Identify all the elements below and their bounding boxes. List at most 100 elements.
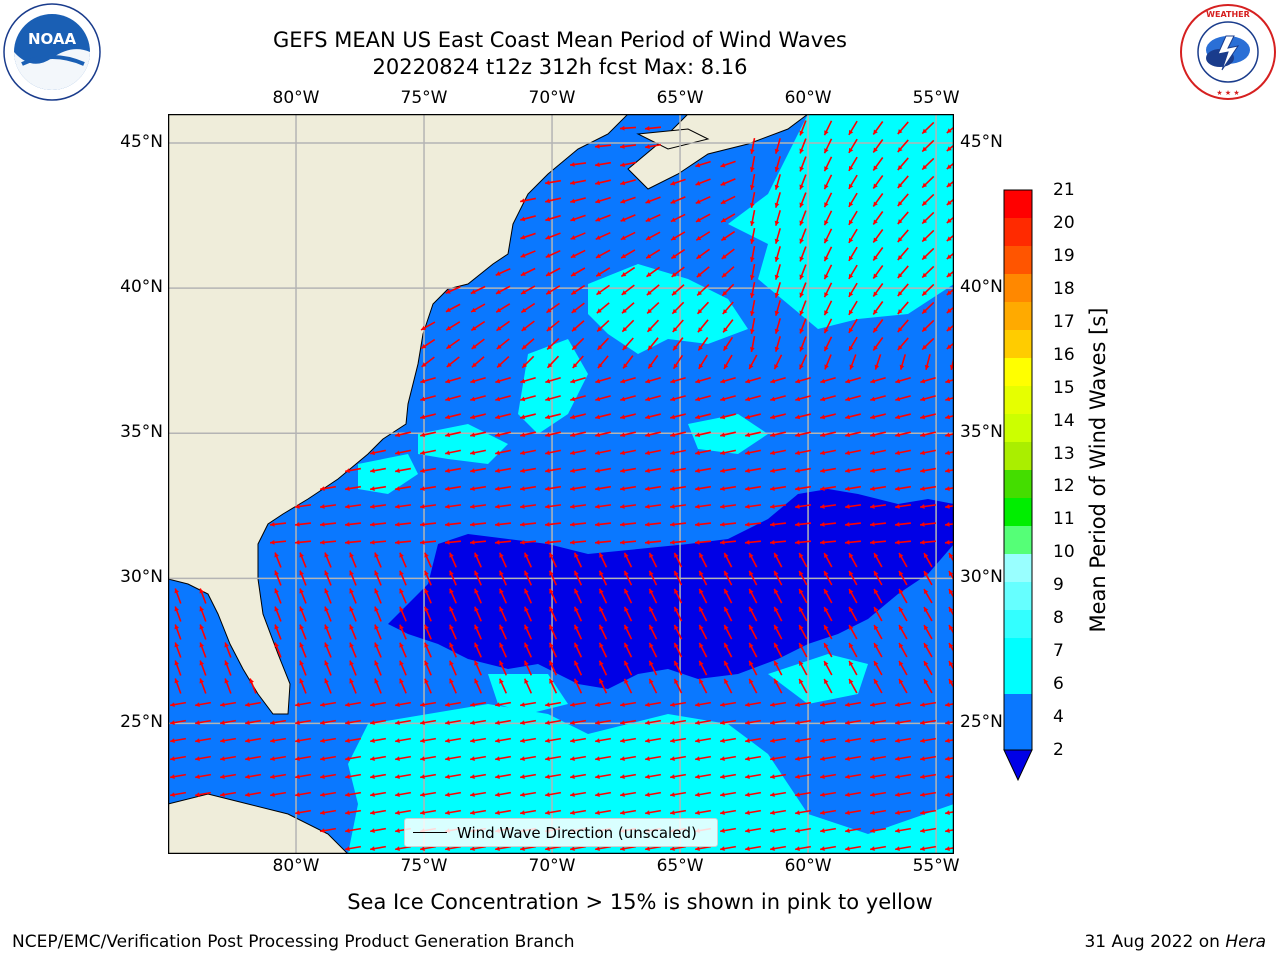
- arrow-head: [699, 570, 704, 576]
- arrow-head: [470, 810, 475, 815]
- arrow-head: [695, 539, 700, 545]
- arrow-head: [624, 588, 629, 594]
- lon-label: 65°W: [656, 88, 704, 108]
- arrow-head: [621, 272, 627, 277]
- lon-label: 80°W: [272, 856, 320, 876]
- arrow-head: [470, 450, 475, 456]
- arrow-head: [545, 180, 550, 185]
- arrow-head: [873, 273, 878, 279]
- arrow-head: [299, 660, 304, 666]
- arrow-head: [445, 846, 450, 851]
- colorbar-bin: [1004, 190, 1032, 218]
- arrow-head: [695, 738, 700, 743]
- arrow-head: [445, 378, 451, 384]
- arrow-head: [495, 432, 501, 438]
- arrow-head: [470, 414, 476, 420]
- arrow-head: [374, 624, 379, 630]
- arrow-head: [595, 504, 600, 509]
- arrow-head: [848, 309, 854, 315]
- arrow-head: [745, 450, 750, 456]
- arrow-head: [370, 450, 375, 456]
- arrow-head: [524, 552, 529, 558]
- colorbar-bin: [1004, 218, 1032, 246]
- arrow-head: [220, 702, 225, 707]
- arrow-head: [724, 570, 729, 576]
- arrow-head: [721, 217, 727, 223]
- arrow-head: [570, 738, 575, 743]
- arrow-head: [524, 660, 529, 666]
- colorbar-tick-label: 20: [1053, 212, 1075, 233]
- arrow-head: [470, 396, 476, 402]
- arrow-head: [945, 468, 950, 474]
- arrow-head: [720, 414, 726, 420]
- arrow-head: [724, 552, 729, 558]
- arrow-head: [345, 486, 350, 491]
- arrow-head: [945, 702, 950, 707]
- arrow-head: [370, 738, 375, 743]
- colorbar-tick-label: 16: [1053, 344, 1075, 365]
- arrow-head: [795, 378, 801, 384]
- arrow-head: [845, 539, 850, 545]
- lat-label: 35°N: [960, 422, 1003, 443]
- arrow-head: [520, 432, 526, 438]
- wind-wave-direction-arrows: [169, 120, 954, 851]
- arrow-head: [470, 702, 475, 707]
- arrow-head: [495, 738, 500, 743]
- arrow-head: [545, 846, 550, 851]
- arrow-head: [445, 396, 451, 402]
- arrow-head: [570, 539, 575, 545]
- arrow-head: [595, 414, 601, 420]
- arrow-head: [521, 289, 527, 294]
- arrow-head: [545, 792, 550, 797]
- arrow-head: [395, 810, 400, 815]
- arrow-head: [770, 810, 775, 815]
- arrow-head: [924, 364, 930, 370]
- arrow-head: [745, 522, 750, 527]
- arrow-head: [720, 828, 725, 833]
- arrow-head: [520, 253, 526, 258]
- arrow-head: [774, 624, 779, 630]
- arrow-head: [220, 720, 225, 725]
- svg-text:WEATHER: WEATHER: [1206, 10, 1250, 19]
- arrow-head: [395, 504, 400, 509]
- arrow-head: [547, 362, 553, 368]
- arrow-head: [624, 606, 629, 612]
- arrow-head: [848, 237, 854, 243]
- arrow-head: [724, 588, 729, 594]
- arrow-head: [224, 660, 229, 666]
- arrow-head: [945, 720, 950, 725]
- arrow-head: [471, 325, 477, 331]
- arrow-head: [770, 396, 776, 402]
- arrow-head: [674, 660, 679, 666]
- arrow-head: [395, 702, 400, 707]
- arrow-head: [845, 468, 850, 474]
- arrow-head: [649, 642, 654, 648]
- arrow-head: [820, 828, 825, 833]
- arrow-head: [649, 624, 654, 630]
- arrow-head: [595, 450, 600, 456]
- arrow-head: [324, 642, 329, 648]
- arrow-head: [374, 660, 379, 666]
- arrow-head: [345, 720, 350, 725]
- arrow-head: [820, 756, 825, 761]
- arrow-head: [745, 846, 750, 851]
- arrow-head: [795, 432, 801, 438]
- lat-label: 30°N: [960, 567, 1003, 588]
- arrow-head: [795, 792, 800, 797]
- arrow-head: [799, 130, 804, 136]
- arrow-head: [420, 720, 425, 725]
- arrow-head: [620, 144, 625, 149]
- arrow-head: [545, 253, 551, 258]
- arrow-head: [648, 363, 653, 369]
- arrow-head: [795, 539, 800, 545]
- arrow-head: [420, 414, 426, 420]
- lat-label: 25°N: [960, 712, 1003, 733]
- arrow-head: [845, 774, 850, 779]
- arrow-head: [795, 450, 800, 456]
- arrow-head: [920, 792, 925, 797]
- arrow-head: [420, 522, 425, 527]
- arrow-head: [295, 792, 300, 797]
- arrow-head: [220, 738, 225, 743]
- arrow-head: [795, 810, 800, 815]
- arrow-head: [174, 678, 180, 684]
